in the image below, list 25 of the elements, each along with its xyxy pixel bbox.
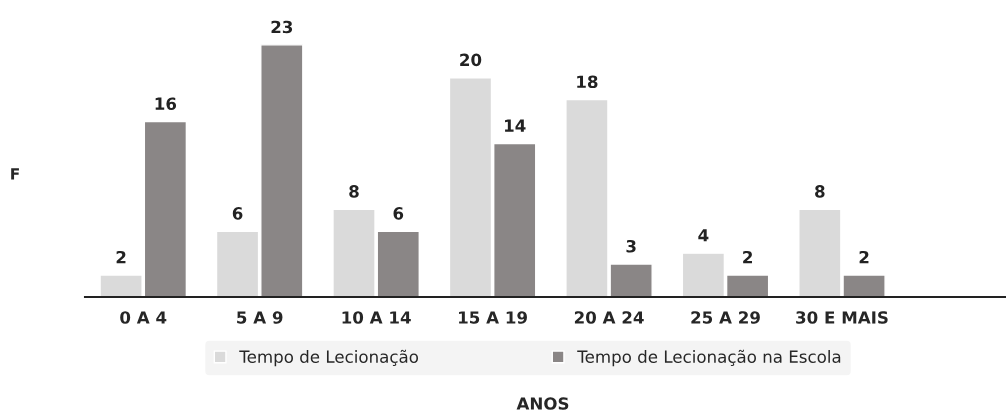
data-label: 16 (155, 97, 177, 111)
data-label: 18 (577, 75, 598, 89)
x-tick-label: 10 A 14 (342, 311, 411, 324)
y-axis-title: F (11, 168, 19, 180)
x-tick-label: 0 A 4 (120, 311, 167, 324)
data-label: 14 (505, 119, 526, 132)
data-label: 2 (743, 250, 752, 264)
x-tick-label: 15 A 19 (459, 311, 527, 324)
data-label: 4 (698, 229, 709, 242)
x-tick-label: 30 E MAIS (796, 311, 888, 324)
legend-label: Tempo de Lecionação na Escola (577, 349, 841, 367)
data-label: 6 (393, 207, 404, 220)
data-label: 6 (232, 207, 243, 220)
data-label: 8 (815, 185, 825, 198)
data-label: 8 (349, 185, 359, 198)
legend-label: Tempo de Lecionação (239, 349, 419, 367)
data-label: 2 (116, 250, 126, 264)
x-tick-label: 25 A 29 (691, 311, 760, 324)
x-tick-label: 5 A 9 (237, 311, 283, 324)
data-label: 2 (859, 250, 869, 264)
x-axis-title: ANOS (516, 397, 569, 410)
data-label: 23 (271, 20, 293, 34)
x-tick-label: 20 A 24 (574, 311, 644, 324)
data-label: 3 (626, 239, 636, 253)
data-label: 20 (460, 53, 482, 67)
